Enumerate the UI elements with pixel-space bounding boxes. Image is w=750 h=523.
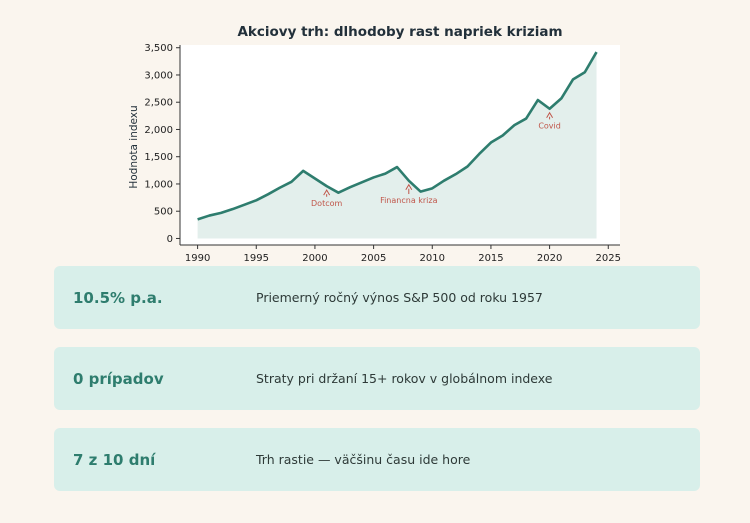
stat-value: 10.5% p.a. bbox=[73, 288, 163, 307]
annotation-arrowhead bbox=[546, 111, 554, 119]
annotation-label: Dotcom bbox=[311, 199, 342, 208]
y-tick-label: 1,500 bbox=[144, 152, 173, 163]
y-tick-label: 500 bbox=[154, 207, 173, 218]
y-tick-label: 2,000 bbox=[144, 125, 173, 136]
stat-card-return: 10.5% p.a. Priemerný ročný výnos S&P 500… bbox=[54, 266, 700, 329]
x-tick-label: 2025 bbox=[596, 253, 621, 264]
y-axis-label: Hodnota indexu bbox=[128, 105, 140, 188]
x-tick-label: 2005 bbox=[361, 253, 386, 264]
y-tick-label: 2,500 bbox=[144, 98, 173, 109]
stat-description: Straty pri držaní 15+ rokov v globálnom … bbox=[256, 371, 553, 386]
stat-description: Trh rastie — väčšinu času ide hore bbox=[256, 452, 471, 467]
x-tick-label: 2000 bbox=[302, 253, 327, 264]
y-tick-label: 3,500 bbox=[144, 43, 173, 54]
x-tick-label: 1990 bbox=[185, 253, 210, 264]
x-tick-label: 1995 bbox=[244, 253, 269, 264]
annotation-arrowhead bbox=[323, 189, 331, 196]
stat-card-losses: 0 prípadov Straty pri držaní 15+ rokov v… bbox=[54, 347, 700, 410]
y-tick-label: 1,000 bbox=[144, 179, 173, 190]
stat-value: 7 z 10 dní bbox=[73, 450, 156, 469]
stat-value: 0 prípadov bbox=[73, 369, 164, 388]
y-tick-label: 0 bbox=[167, 234, 173, 245]
index-growth-chart: Akciovy trh: dlhodoby rast napriek krizi… bbox=[128, 24, 621, 264]
x-tick-label: 2020 bbox=[537, 253, 562, 264]
stat-description: Priemerný ročný výnos S&P 500 od roku 19… bbox=[256, 290, 543, 305]
annotation-arrowhead bbox=[405, 183, 413, 190]
annotation-label: Financna kriza bbox=[380, 196, 438, 205]
series-area bbox=[197, 52, 597, 239]
stat-card-days: 7 z 10 dní Trh rastie — väčšinu času ide… bbox=[54, 428, 700, 491]
annotation-label: Covid bbox=[538, 121, 561, 130]
series-line bbox=[197, 51, 598, 221]
x-tick-label: 2010 bbox=[420, 253, 445, 264]
plot-layer: 0 500 1,000 1,500 2,000 2,500 3,000 3,500 1990 19… bbox=[144, 43, 621, 264]
x-tick-label: 2015 bbox=[478, 253, 503, 264]
chart-title: Akciovy trh: dlhodoby rast napriek krizi… bbox=[237, 24, 562, 40]
y-tick-label: 3,000 bbox=[144, 70, 173, 81]
